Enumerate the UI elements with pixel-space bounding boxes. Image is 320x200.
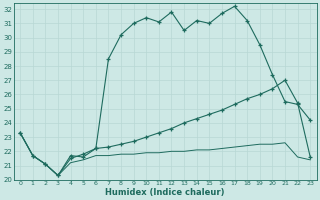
X-axis label: Humidex (Indice chaleur): Humidex (Indice chaleur) [106, 188, 225, 197]
